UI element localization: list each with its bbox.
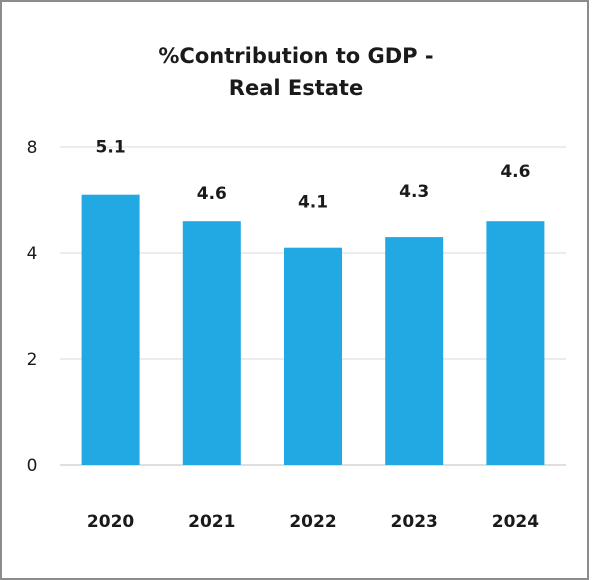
chart-title-line-1: %Contribution to GDP - [158, 44, 434, 68]
x-axis-categories: 2020 2021 2022 2023 2024 [87, 512, 539, 532]
chart-title-line-2: Real Estate [228, 76, 364, 100]
data-label: 5.1 [96, 138, 126, 158]
y-axis-ticks: 0 2 4 8 [27, 138, 38, 476]
x-category-label: 2021 [188, 512, 235, 532]
x-category-label: 2020 [87, 512, 134, 532]
data-label: 4.1 [298, 193, 328, 213]
bar [284, 247, 342, 465]
x-category-label: 2022 [289, 512, 336, 532]
data-label: 4.6 [500, 162, 530, 182]
bar [182, 221, 241, 465]
data-label: 4.3 [399, 182, 429, 202]
x-category-label: 2024 [492, 512, 539, 532]
y-tick-label: 8 [27, 138, 38, 158]
bars [81, 194, 545, 465]
bar [385, 237, 444, 465]
data-label: 4.6 [197, 184, 227, 204]
chart-title: %Contribution to GDP - Real Estate [0, 40, 592, 104]
y-tick-label: 0 [27, 456, 38, 476]
y-tick-label: 4 [27, 244, 38, 264]
bar [81, 194, 140, 465]
y-tick-label: 2 [27, 350, 38, 370]
data-labels: 5.1 4.6 4.1 4.3 4.6 [96, 138, 531, 213]
x-category-label: 2023 [391, 512, 438, 532]
bar [486, 221, 545, 465]
